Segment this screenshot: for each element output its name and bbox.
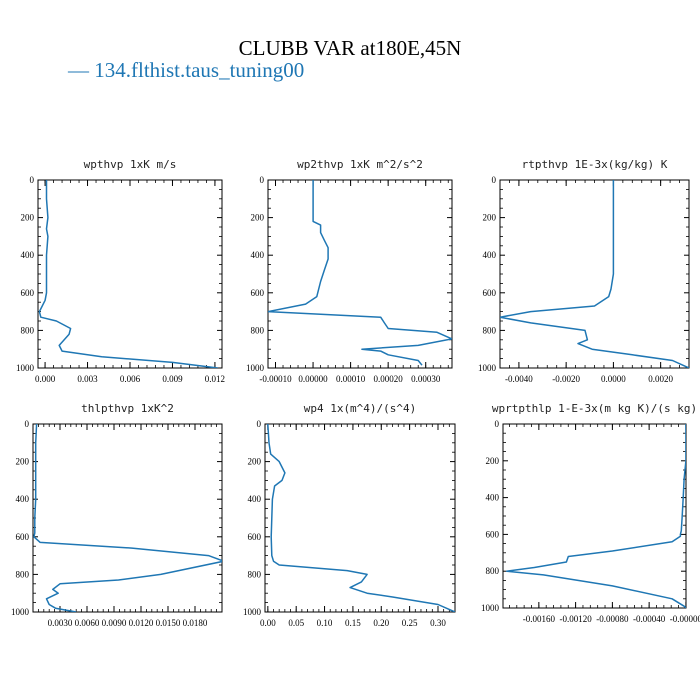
profile-line bbox=[500, 180, 689, 368]
y-tick-label: 600 bbox=[251, 288, 265, 298]
y-tick-label: 600 bbox=[486, 529, 500, 539]
profile-line bbox=[38, 180, 218, 368]
x-tick-label: 0.012 bbox=[205, 374, 225, 384]
y-tick-label: 400 bbox=[21, 250, 35, 260]
x-tick-label: 0.00010 bbox=[336, 374, 366, 384]
x-tick-label: 0.00 bbox=[260, 618, 276, 628]
y-tick-label: 800 bbox=[21, 325, 35, 335]
subplot-title: wprtpthlp 1-E-3x(m kg K)/(s kg) bbox=[492, 402, 697, 415]
y-tick-label: 0 bbox=[492, 175, 497, 185]
x-tick-label: -0.0020 bbox=[552, 374, 580, 384]
subplot-title: wpthvp 1xK m/s bbox=[84, 158, 177, 171]
y-tick-label: 800 bbox=[483, 325, 497, 335]
y-tick-label: 800 bbox=[16, 569, 30, 579]
subplot-title: wp4 1x(m^4)/(s^4) bbox=[304, 402, 417, 415]
y-tick-label: 400 bbox=[251, 250, 265, 260]
subplot-2: wp2thvp 1xK m^2/s^2 0 200 400 600 800 1000-0.0… bbox=[246, 158, 453, 384]
x-tick-label: -0.0040 bbox=[505, 374, 533, 384]
x-tick-label: 0.006 bbox=[120, 374, 141, 384]
x-tick-label: -0.00120 bbox=[559, 614, 592, 624]
x-tick-label: 0.0150 bbox=[156, 618, 181, 628]
y-tick-label: 400 bbox=[483, 250, 497, 260]
x-tick-label: 0.00000 bbox=[298, 374, 328, 384]
x-tick-label: 0.0180 bbox=[183, 618, 208, 628]
subplot-3: rtpthvp 1E-3x(kg/kg) K02004006008001000-… bbox=[478, 158, 690, 384]
y-tick-label: 0 bbox=[257, 419, 262, 429]
x-tick-label: 0.20 bbox=[373, 618, 389, 628]
y-tick-label: 200 bbox=[21, 213, 35, 223]
x-tick-label: 0.0120 bbox=[129, 618, 154, 628]
y-tick-label: 800 bbox=[248, 569, 262, 579]
x-tick-label: 0.25 bbox=[402, 618, 418, 628]
y-tick-label: 1000 bbox=[478, 363, 497, 373]
x-tick-label: 0.05 bbox=[288, 618, 304, 628]
y-tick-label: 800 bbox=[251, 325, 265, 335]
y-tick-label: 400 bbox=[248, 494, 262, 504]
x-tick-label: 0.009 bbox=[162, 374, 183, 384]
y-tick-label: 600 bbox=[21, 288, 35, 298]
y-tick-label: 600 bbox=[248, 532, 262, 542]
y-tick-label: 800 bbox=[486, 566, 500, 576]
x-tick-label: 0.0030 bbox=[48, 618, 73, 628]
plot-frame bbox=[267, 179, 453, 369]
y-tick-label: 400 bbox=[486, 493, 500, 503]
x-tick-label: 0.003 bbox=[77, 374, 98, 384]
y-tick-label: 1000 bbox=[243, 607, 262, 617]
x-tick-label: -0.00010 bbox=[259, 374, 292, 384]
x-tick-label: 0.0060 bbox=[75, 618, 100, 628]
subplot-title: thlpthvp 1xK^2 bbox=[81, 402, 174, 415]
y-tick-label: 200 bbox=[251, 213, 265, 223]
x-tick-label: 0.0020 bbox=[648, 374, 673, 384]
plot-frame bbox=[37, 179, 223, 369]
x-tick-label: 0.00020 bbox=[374, 374, 404, 384]
plot-frame bbox=[499, 179, 690, 369]
profile-line bbox=[267, 424, 455, 612]
y-tick-label: 0 bbox=[25, 419, 30, 429]
y-tick-label: 1000 bbox=[246, 363, 265, 373]
x-tick-label: -0.00160 bbox=[523, 614, 556, 624]
x-tick-label: 0.00030 bbox=[411, 374, 441, 384]
x-tick-label: -0.00000 bbox=[670, 614, 700, 624]
y-tick-label: 1000 bbox=[16, 363, 35, 373]
x-tick-label: -0.00080 bbox=[596, 614, 629, 624]
x-tick-label: 0.30 bbox=[430, 618, 446, 628]
legend-line-icon: — bbox=[68, 58, 89, 82]
y-tick-label: 400 bbox=[16, 494, 30, 504]
legend-label: 134.flthist.taus_tuning00 bbox=[94, 58, 305, 82]
y-tick-label: 0 bbox=[495, 419, 500, 429]
y-tick-label: 200 bbox=[248, 457, 262, 467]
x-tick-label: 0.000 bbox=[35, 374, 56, 384]
plot-frame bbox=[502, 423, 687, 609]
y-tick-label: 200 bbox=[16, 457, 30, 467]
y-tick-label: 1000 bbox=[11, 607, 30, 617]
legend: — 134.flthist.taus_tuning00 bbox=[68, 58, 304, 83]
y-tick-label: 0 bbox=[30, 175, 35, 185]
subplot-title: rtpthvp 1E-3x(kg/kg) K bbox=[522, 158, 668, 171]
x-tick-label: 0.0000 bbox=[601, 374, 626, 384]
figure-title: CLUBB VAR at180E,45N bbox=[238, 36, 462, 60]
x-tick-label: 0.15 bbox=[345, 618, 361, 628]
y-tick-label: 200 bbox=[486, 456, 500, 466]
y-tick-label: 1000 bbox=[481, 603, 500, 613]
plot-frame bbox=[264, 423, 456, 613]
x-tick-label: 0.10 bbox=[317, 618, 333, 628]
profile-line bbox=[268, 180, 452, 366]
profile-line bbox=[33, 424, 222, 612]
profile-line bbox=[505, 424, 686, 608]
subplot-6: wprtpthlp 1-E-3x(m kg K)/(s kg) 0 200 400 60… bbox=[481, 402, 700, 624]
subplot-title: wp2thvp 1xK m^2/s^2 bbox=[297, 158, 423, 171]
x-tick-label: -0.00040 bbox=[633, 614, 666, 624]
y-tick-label: 600 bbox=[16, 532, 30, 542]
y-tick-label: 600 bbox=[483, 288, 497, 298]
y-tick-label: 0 bbox=[260, 175, 265, 185]
y-tick-label: 200 bbox=[483, 213, 497, 223]
x-tick-label: 0.0090 bbox=[102, 618, 127, 628]
